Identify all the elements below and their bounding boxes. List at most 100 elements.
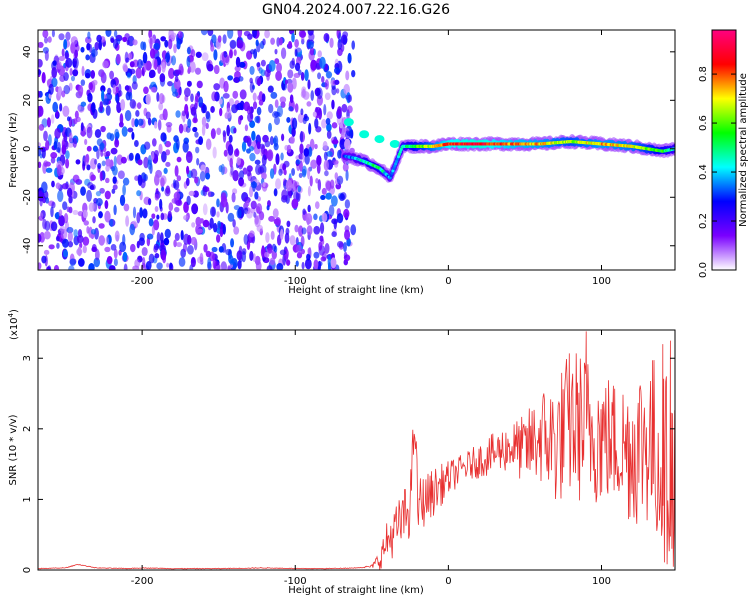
noise-cell: [109, 70, 115, 80]
noise-cell: [56, 147, 61, 153]
noise-cell: [59, 103, 63, 112]
noise-cell: [268, 215, 275, 222]
noise-cell: [222, 93, 230, 99]
noise-cell: [132, 206, 137, 219]
noise-cell: [317, 50, 322, 58]
noise-cell: [328, 204, 335, 217]
noise-cell: [307, 30, 314, 36]
noise-cell: [129, 99, 136, 109]
noise-cell: [201, 52, 209, 62]
noise-cell: [296, 244, 302, 254]
noise-cell: [106, 256, 113, 265]
noise-cell: [182, 242, 188, 253]
noise-cell: [301, 261, 305, 270]
noise-cell: [243, 196, 251, 204]
noise-cell: [143, 86, 149, 95]
noise-cell: [191, 222, 196, 228]
noise-cell: [253, 48, 258, 59]
noise-cell: [289, 94, 294, 104]
noise-cell: [101, 89, 105, 102]
noise-cell: [275, 70, 282, 82]
noise-cell: [282, 163, 287, 171]
noise-cell: [196, 158, 200, 166]
noise-cell: [57, 86, 63, 97]
noise-cell: [108, 265, 116, 270]
noise-cell: [143, 141, 151, 150]
noise-cell: [161, 186, 165, 192]
noise-cell: [113, 38, 119, 49]
noise-cell: [43, 130, 48, 142]
noise-cell: [77, 246, 82, 257]
noise-cell: [190, 236, 197, 246]
noise-cell: [274, 99, 279, 108]
noise-cell: [286, 117, 291, 123]
noise-cell: [66, 187, 73, 198]
noise-cell: [116, 101, 122, 114]
noise-cell: [238, 61, 246, 68]
noise-cell: [334, 172, 339, 180]
noise-cell: [260, 164, 267, 175]
noise-cell: [229, 39, 237, 49]
noise-cell: [151, 225, 155, 236]
noise-cell: [77, 104, 81, 111]
noise-cell: [190, 256, 196, 268]
noise-cell: [153, 58, 158, 71]
y-tick-label: -20: [22, 189, 33, 205]
noise-cell: [94, 158, 98, 165]
noise-cell: [68, 265, 75, 270]
noise-cell: [270, 37, 275, 45]
snr-series-line: [38, 331, 675, 570]
noise-cell: [273, 188, 278, 197]
noise-cell: [38, 69, 42, 75]
noise-cell: [218, 246, 224, 253]
noise-cell: [46, 117, 51, 128]
noise-cell: [73, 118, 78, 125]
noise-cell: [114, 138, 120, 148]
noise-cell: [51, 66, 58, 79]
noise-cell: [210, 128, 216, 140]
noise-cell: [217, 35, 222, 43]
noise-cell: [268, 103, 274, 114]
noise-cell: [125, 57, 130, 63]
noise-cell: [122, 65, 129, 73]
noise-cell: [157, 64, 162, 74]
noise-cell: [96, 198, 103, 207]
noise-cell: [236, 157, 241, 166]
noise-cell: [205, 172, 211, 180]
noise-cell: [154, 206, 159, 213]
noise-cell: [105, 105, 111, 116]
noise-cell: [314, 143, 318, 150]
noise-cell: [192, 117, 198, 124]
noise-cell: [323, 32, 330, 43]
colorbar: 0.0 0.2 0.4 0.6 0.8 Normalized spectral ampl…: [698, 29, 749, 278]
noise-cell: [147, 198, 152, 206]
noise-cell: [319, 235, 324, 242]
noise-cell: [167, 81, 173, 87]
noise-cell: [298, 30, 306, 38]
x-tick-label: 100: [592, 276, 611, 287]
noise-cell: [254, 215, 259, 225]
noise-cell: [86, 226, 90, 234]
noise-cell: [279, 249, 287, 256]
noise-cell: [324, 92, 331, 101]
noise-cell: [187, 234, 192, 245]
noise-cell: [87, 92, 93, 103]
noise-cell: [53, 264, 60, 270]
noise-cell: [246, 169, 252, 177]
noise-cell: [267, 85, 274, 93]
noise-cell: [111, 188, 116, 194]
noise-cell: [200, 164, 206, 173]
noise-cell: [56, 164, 62, 177]
noise-cell: [82, 245, 87, 254]
noise-cell: [336, 240, 344, 248]
noise-cell: [78, 84, 84, 97]
noise-cell: [104, 190, 111, 200]
noise-cell: [244, 124, 249, 132]
noise-cell: [213, 83, 221, 91]
noise-cell: [165, 185, 171, 195]
noise-cell: [141, 246, 148, 257]
noise-cell: [41, 255, 47, 264]
noise-cell: [160, 212, 165, 221]
noise-cell: [216, 211, 220, 218]
